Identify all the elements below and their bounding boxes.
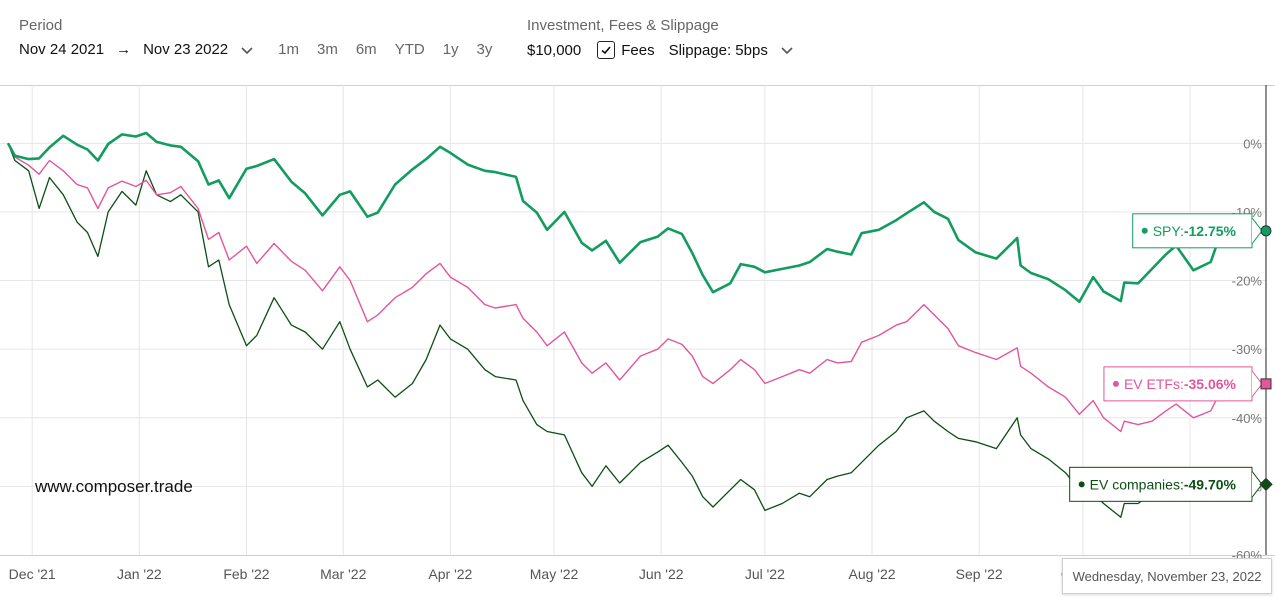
range-1m-button[interactable]: 1m (278, 41, 299, 58)
tag-box (1132, 213, 1253, 249)
investment-amount[interactable]: $10,000 (527, 41, 582, 59)
end-marker (1259, 477, 1273, 492)
chevron-down-icon[interactable] (780, 43, 794, 57)
x-tick-label: Jan '22 (117, 566, 162, 582)
x-tick-label: Dec '21 (9, 566, 56, 582)
x-axis-ticks: Dec '21 Jan '22 Feb '22 Mar '22 Apr '22 May '… (9, 566, 1214, 582)
series-tag-ev-etfs: EV ETFs: -35.06% (1103, 366, 1272, 402)
y-tick-label: 0% (1243, 136, 1262, 151)
range-3y-button[interactable]: 3y (476, 41, 493, 58)
tag-box (1103, 366, 1253, 402)
x-tick-label: Feb '22 (223, 566, 269, 582)
investment-settings[interactable]: $10,000 Fees Slippage: 5bps (527, 41, 794, 59)
fees-checkbox[interactable] (597, 41, 616, 59)
end-marker (1260, 378, 1272, 390)
performance-chart[interactable]: 0%-10%-20%-30%-40%-50%-60% SPY: -12.75%E… (0, 85, 1275, 597)
y-tick-label: -30% (1232, 342, 1263, 357)
range-3m-button[interactable]: 3m (317, 41, 338, 58)
chart-grid: 0%-10%-20%-30%-40%-50%-60% (0, 85, 1275, 563)
slippage-setting[interactable]: Slippage: 5bps (668, 41, 768, 59)
series-line-ev-companies (7, 143, 1267, 518)
tag-value: -49.70% (1184, 476, 1237, 492)
watermark: www.composer.trade (35, 477, 193, 496)
series-tags: SPY: -12.75% EV ETFs: -35.06% EV companies… (1069, 213, 1273, 502)
x-tick-label: Jun '22 (639, 566, 684, 582)
checkmark-icon (601, 46, 611, 55)
tag-dot (1112, 380, 1119, 387)
arrow-right-icon: → (116, 41, 132, 58)
tag-dot (1141, 227, 1148, 234)
x-tick-label: Apr '22 (428, 566, 472, 582)
range-6m-button[interactable]: 6m (355, 41, 377, 58)
end-date[interactable]: Nov 23 2022 (143, 41, 229, 58)
period-selector[interactable]: Nov 24 2021 → Nov 23 2022 1m 3m 6m YTD 1… (19, 41, 510, 58)
tag-box (1069, 466, 1253, 502)
x-tick-label: Mar '22 (320, 566, 366, 582)
x-tick-label: Jul '22 (745, 566, 785, 582)
tag-dot (1078, 481, 1085, 488)
series-tag-ev-companies: EV companies: -49.70% (1069, 466, 1273, 502)
y-tick-label: -40% (1232, 411, 1263, 426)
x-tick-label: Sep '22 (956, 566, 1003, 582)
series-line-spy (6, 131, 1267, 304)
tag-label: SPY: (1153, 223, 1184, 239)
investment-label: Investment, Fees & Slippage (527, 17, 719, 34)
y-tick-label: -20% (1232, 274, 1263, 289)
series-line-ev-etfs (7, 142, 1267, 433)
range-buttons: 1m 3m 6m YTD 1y 3y (278, 41, 510, 58)
tag-value: -12.75% (1184, 223, 1237, 239)
start-date[interactable]: Nov 24 2021 (19, 41, 105, 58)
x-tick-label: May '22 (530, 566, 579, 582)
tag-label: EV ETFs: (1124, 376, 1184, 392)
x-tick-label: Aug '22 (848, 566, 895, 582)
series-lines (6, 131, 1267, 518)
series-tag-spy: SPY: -12.75% (1132, 213, 1272, 249)
period-label: Period (19, 17, 63, 34)
chevron-down-icon[interactable] (240, 43, 254, 57)
tag-value: -35.06% (1184, 376, 1237, 392)
range-ytd-button[interactable]: YTD (394, 41, 425, 58)
range-1y-button[interactable]: 1y (442, 41, 459, 58)
tag-label: EV companies: (1090, 476, 1184, 492)
fees-label[interactable]: Fees (621, 41, 655, 59)
hover-tooltip: Wednesday, November 23, 2022 (1062, 558, 1272, 594)
end-marker (1260, 225, 1272, 237)
